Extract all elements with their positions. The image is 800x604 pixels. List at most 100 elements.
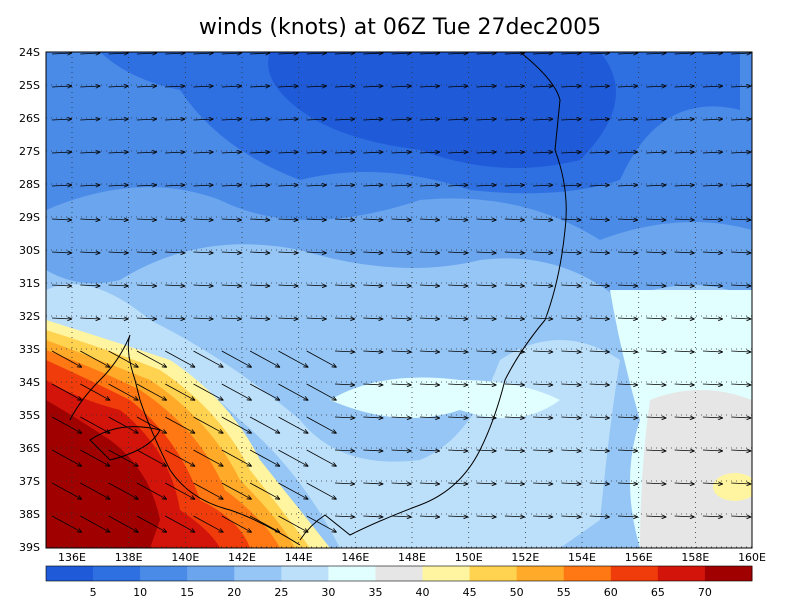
wind-arrow-head: [491, 316, 497, 322]
wind-arrow: [363, 515, 384, 518]
wind-arrow: [51, 416, 83, 434]
wind-arrow: [108, 118, 129, 121]
wind-arrow: [278, 317, 299, 320]
wind-arrow: [702, 284, 723, 287]
wind-arrow-head: [406, 83, 412, 89]
wind-arrow-head: [331, 528, 337, 533]
wind-arrow-head: [576, 448, 582, 454]
wind-arrow: [108, 251, 129, 254]
wind-arrow-head: [180, 316, 186, 322]
wind-arrow: [702, 85, 723, 88]
wind-arrow: [617, 85, 638, 88]
wind-arrow-head: [519, 149, 525, 155]
wind-arrow: [476, 151, 497, 154]
wind-arrow-head: [180, 116, 186, 122]
wind-arrow: [476, 251, 497, 254]
wind-arrow-head: [350, 83, 356, 89]
wind-arrow-head: [406, 116, 412, 122]
wind-arrow: [702, 449, 723, 452]
wind-arrow: [51, 184, 72, 187]
wind-arrow-head: [67, 250, 73, 256]
wind-arrow-head: [689, 481, 695, 487]
wind-arrow: [221, 449, 252, 467]
wind-arrow: [617, 251, 638, 254]
wind-arrow: [702, 350, 723, 353]
wind-arrow-head: [406, 316, 412, 322]
wind-arrow: [448, 251, 469, 254]
wind-arrow-head: [689, 182, 695, 188]
wind-arrow: [278, 151, 299, 154]
wind-arrow-head: [746, 481, 752, 487]
wind-arrow-head: [218, 396, 224, 401]
wind-arrow: [533, 449, 554, 452]
wind-arrow: [646, 416, 667, 419]
wind-arrow-head: [689, 217, 695, 223]
wind-arrow: [504, 449, 525, 452]
wind-arrow-head: [435, 250, 441, 256]
wind-arrow-head: [218, 495, 224, 500]
wind-arrow: [646, 52, 667, 55]
wind-arrow-head: [236, 316, 242, 322]
wind-arrow: [589, 284, 610, 287]
lat-label: 30S: [19, 244, 40, 257]
wind-arrow-head: [161, 429, 168, 434]
wind-arrow: [306, 317, 327, 320]
colorbar-label: 30: [321, 586, 335, 599]
wind-arrow: [51, 218, 72, 221]
wind-arrow: [674, 118, 695, 121]
wind-arrow: [617, 184, 638, 187]
wind-arrow-head: [293, 217, 299, 223]
wind-arrow-head: [76, 528, 83, 533]
wind-arrow-head: [265, 149, 271, 155]
wind-arrow: [391, 251, 412, 254]
colorbar-swatch: [375, 566, 424, 581]
wind-arrow-head: [236, 83, 242, 89]
wind-arrow: [731, 284, 752, 287]
wind-arrow-head: [350, 283, 356, 289]
wind-arrow: [504, 482, 525, 485]
lon-label: 138E: [115, 551, 143, 564]
wind-arrow: [193, 449, 224, 467]
colorbar-label: 35: [368, 586, 382, 599]
wind-arrow: [561, 416, 582, 419]
wind-arrow-head: [519, 316, 525, 322]
wind-arrow-head: [463, 349, 469, 355]
wind-arrow-head: [519, 448, 525, 454]
wind-arrow: [363, 251, 384, 254]
wind-arrow-head: [378, 514, 384, 520]
wind-arrow: [108, 350, 139, 368]
lon-label: 146E: [341, 551, 369, 564]
wind-arrow: [108, 416, 139, 434]
wind-arrow-head: [105, 495, 111, 500]
wind-arrow: [731, 151, 752, 154]
colorbar: 5 10 15 20 25 30 35 40 45 50 55 60 65 70: [45, 565, 753, 599]
wind-arrow: [561, 151, 582, 154]
wind-arrow: [278, 482, 309, 500]
wind-arrow-head: [604, 217, 610, 223]
wind-arrow-head: [406, 182, 412, 188]
wind-arrow-head: [633, 217, 639, 223]
lon-label: 154E: [568, 551, 596, 564]
wind-arrow: [250, 118, 271, 121]
wind-arrow: [731, 416, 752, 419]
wind-arrow: [51, 383, 83, 401]
lon-label: 144E: [285, 551, 313, 564]
wind-arrow: [617, 482, 638, 485]
wind-arrow-head: [123, 283, 129, 289]
wind-arrow-head: [746, 415, 752, 421]
wind-arrow: [674, 85, 695, 88]
wind-arrow: [533, 515, 554, 518]
lon-label: 152E: [511, 551, 539, 564]
wind-arrow: [108, 482, 139, 500]
wind-arrow: [419, 383, 440, 386]
wind-arrow: [278, 218, 299, 221]
wind-arrow-head: [378, 250, 384, 256]
colorbar-label: 25: [274, 586, 288, 599]
wind-arrow: [165, 184, 186, 187]
wind-arrow-head: [152, 217, 158, 223]
wind-arrow: [136, 416, 167, 434]
wind-arrow-head: [435, 415, 441, 421]
wind-arrow-head: [190, 396, 196, 401]
wind-arrow-head: [689, 349, 695, 355]
wind-arrow: [702, 317, 723, 320]
